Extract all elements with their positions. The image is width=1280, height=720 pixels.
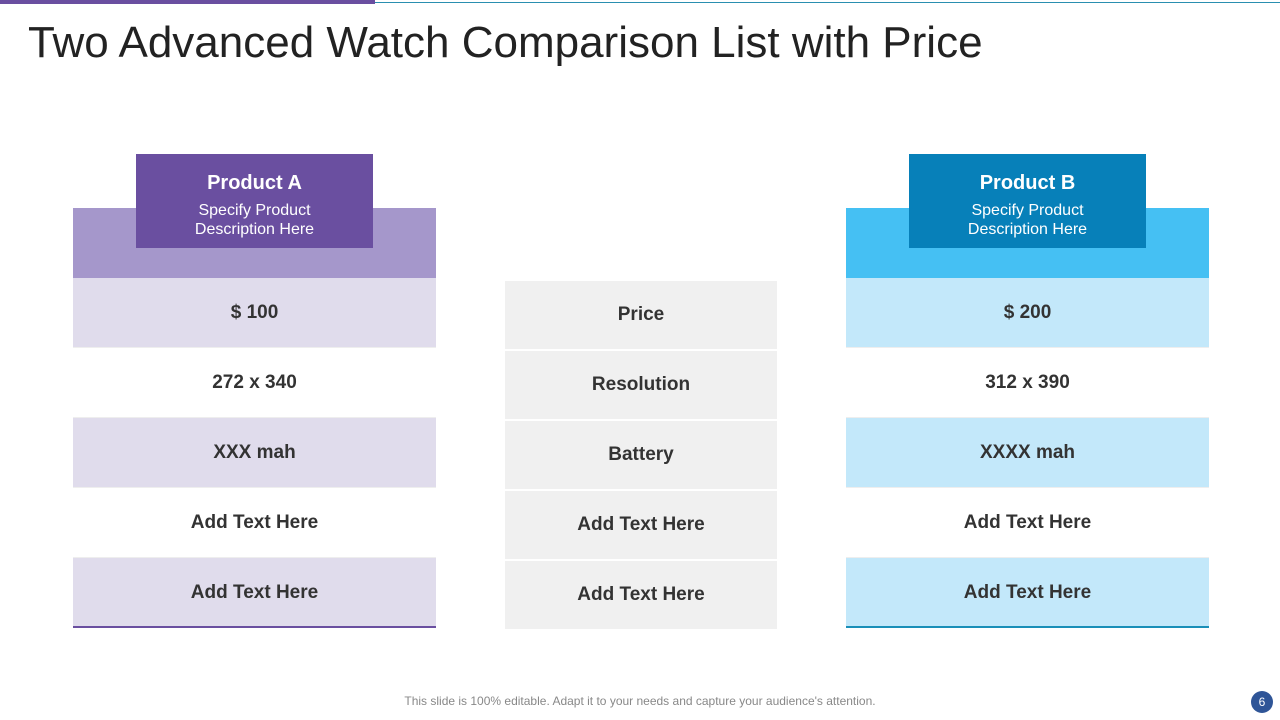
product-name: Product A bbox=[207, 172, 302, 194]
value-cell: Add Text Here bbox=[73, 558, 436, 628]
product-header: Product A Specify Product Description Her… bbox=[136, 154, 373, 248]
bottom-line bbox=[73, 626, 436, 628]
value-cell: $ 200 bbox=[846, 278, 1209, 348]
page-number: 6 bbox=[1251, 691, 1273, 713]
accent-line bbox=[375, 2, 1280, 3]
value-cell: Add Text Here bbox=[846, 488, 1209, 558]
feature-cell: Resolution bbox=[505, 351, 777, 419]
accent-bar bbox=[0, 0, 375, 4]
product-name: Product B bbox=[979, 172, 1076, 194]
footer: This slide is 100% editable. Adapt it to… bbox=[404, 694, 876, 708]
feature-cell: Add Text Here bbox=[505, 491, 777, 559]
value-cell: Add Text Here bbox=[846, 558, 1209, 628]
feature-cell: Add Text Here bbox=[505, 561, 777, 629]
value-cell: Add Text Here bbox=[73, 488, 436, 558]
feature-cell: Price bbox=[505, 281, 777, 349]
feature-cell: Battery bbox=[505, 421, 777, 489]
value-cell: XXXX mah bbox=[846, 418, 1209, 488]
value-cell: $ 100 bbox=[73, 278, 436, 348]
bottom-line bbox=[846, 626, 1209, 628]
product-description: Specify Product Description Here bbox=[194, 202, 315, 238]
title: Two Advanced Watch Comparison List with … bbox=[28, 18, 983, 67]
value-cell: 272 x 340 bbox=[73, 348, 436, 418]
product-header: Product B Specify Product Description Her… bbox=[909, 154, 1146, 248]
value-cell: 312 x 390 bbox=[846, 348, 1209, 418]
value-cell: XXX mah bbox=[73, 418, 436, 488]
product-description: Specify Product Description Here bbox=[967, 202, 1088, 238]
